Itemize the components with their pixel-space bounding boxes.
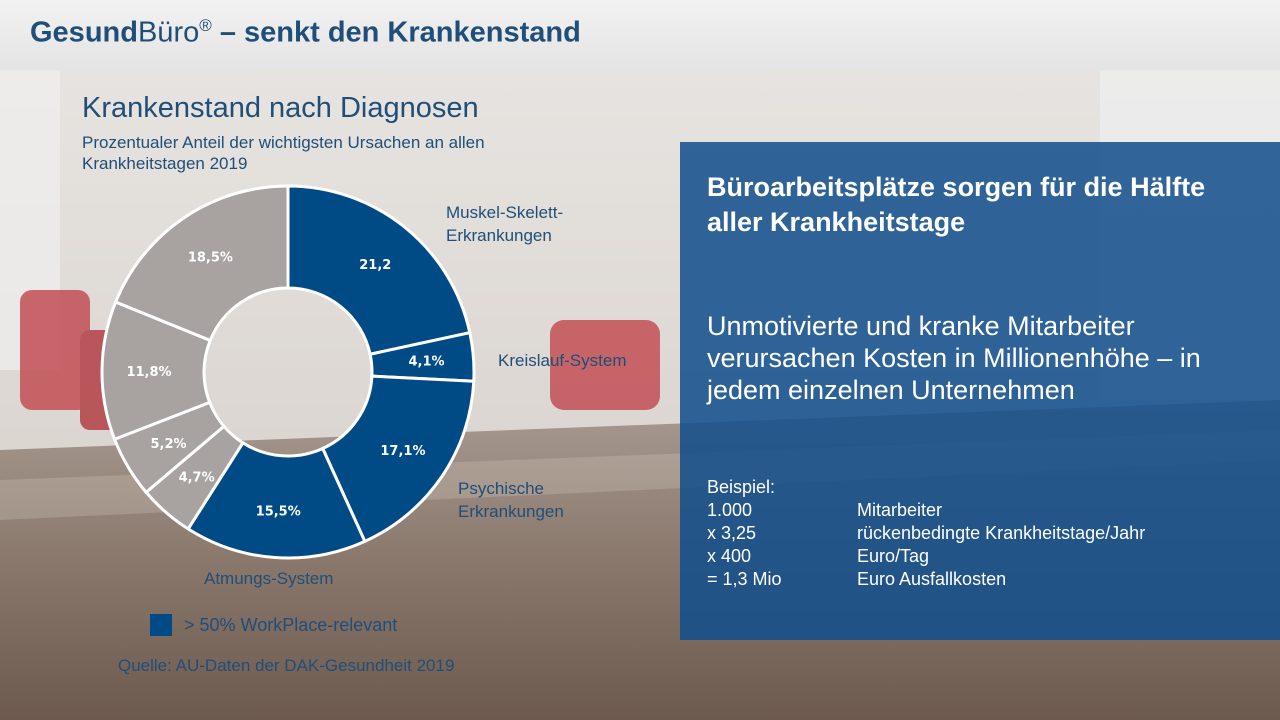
example-number: x 400 [707, 546, 752, 566]
chart-subtitle: Prozentualer Anteil der wichtigsten Ursa… [82, 133, 485, 173]
example-title: Beispiel: [707, 477, 776, 497]
example-text: rückenbedingte Krankheitstage/Jahr [857, 523, 1146, 543]
panel-message: Unmotivierte und kranke Mitarbeiter veru… [707, 311, 1201, 405]
example-text: Euro Ausfallkosten [857, 569, 1007, 589]
slice-value-label: 18,5% [188, 251, 233, 266]
chart-legend: > 50% WorkPlace-relevant [150, 614, 397, 636]
example-number: 1.000 [707, 500, 753, 520]
slice-value-label: 4,7% [179, 471, 215, 486]
title-bar: GesundBüro® – senkt den Krankenstand [0, 0, 1280, 70]
title-rest: – senkt den Krankenstand [211, 16, 581, 49]
category-label: Psychische [458, 479, 544, 498]
example-number: x 3,25 [707, 523, 757, 543]
legend-swatch [150, 614, 172, 636]
panel-headline: Büroarbeitsplätze sorgen für die Hälfte … [707, 172, 1206, 237]
example-row: = 1,3 Mio Euro Ausfallkosten [707, 568, 1145, 591]
donut-slice [113, 184, 290, 343]
donut-slice [186, 440, 367, 560]
title-bold: Gesund [30, 16, 138, 49]
slice-value-label: 15,5% [256, 505, 301, 520]
slice-value-label: 21,2 [359, 258, 391, 273]
chart-title: Krankenstand nach Diagnosen [82, 92, 479, 124]
slide-title: GesundBüro® – senkt den Krankenstand [30, 16, 581, 50]
example-row: x 400 Euro/Tag [707, 545, 1145, 568]
category-label: Erkrankungen [458, 502, 564, 521]
category-label: Muskel-Skelett- [446, 203, 563, 222]
legend-label: > 50% WorkPlace-relevant [184, 614, 398, 635]
slice-value-label: 17,1% [380, 444, 425, 459]
source-note: Quelle: AU-Daten der DAK-Gesundheit 2019 [118, 656, 455, 675]
slice-value-label: 5,2% [150, 437, 186, 452]
example-number: = 1,3 Mio [707, 569, 782, 589]
category-label: Erkrankungen [446, 226, 552, 245]
example-row: x 3,25 rückenbedingte Krankheitstage/Jah… [707, 522, 1145, 545]
category-label: Atmungs-System [204, 569, 333, 588]
slice-value-label: 4,1% [409, 355, 445, 370]
donut-slice [320, 374, 476, 544]
example-row: 1.000 Mitarbeiter [707, 499, 1145, 522]
example-text: Euro/Tag [857, 546, 930, 566]
title-light: Büro [137, 16, 200, 49]
donut-slice [286, 184, 472, 357]
category-label: Kreislauf-System [498, 351, 626, 370]
example-block: Beispiel: 1.000 Mitarbeiter x 3,25 rücke… [707, 476, 1145, 591]
example-text: Mitarbeiter [857, 500, 943, 520]
slice-value-label: 11,8% [126, 365, 171, 380]
info-panel: Büroarbeitsplätze sorgen für die Hälfte … [680, 142, 1280, 640]
registered-mark: ® [199, 16, 212, 35]
